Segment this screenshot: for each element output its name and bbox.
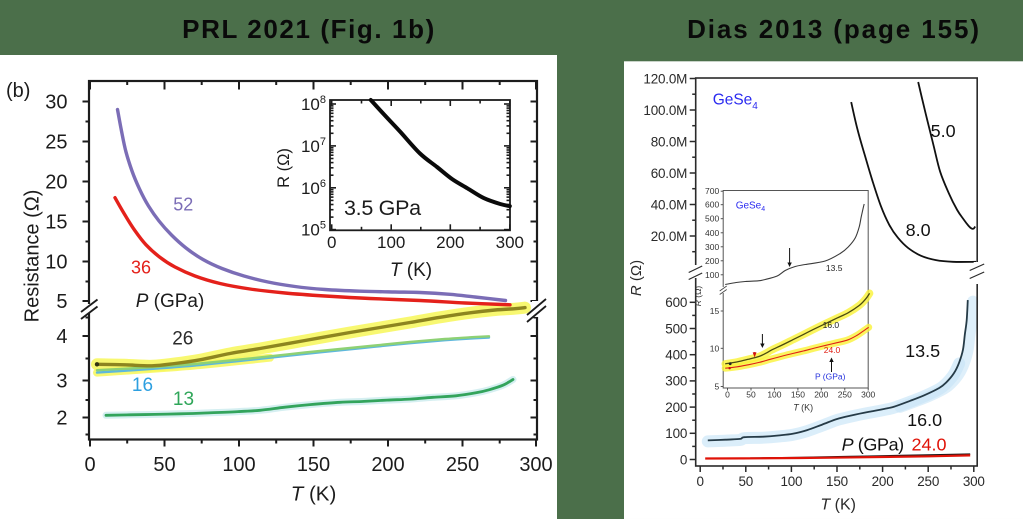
- svg-text:700: 700: [705, 186, 719, 196]
- svg-text:500: 500: [705, 214, 719, 224]
- svg-text:120.0M: 120.0M: [643, 71, 687, 86]
- svg-text:200: 200: [705, 256, 719, 266]
- svg-text:T (K): T (K): [390, 260, 432, 281]
- svg-text:400: 400: [705, 228, 719, 238]
- svg-text:4: 4: [56, 326, 67, 348]
- svg-text:500: 500: [665, 321, 687, 336]
- svg-text:150: 150: [826, 474, 848, 489]
- svg-text:15: 15: [710, 306, 720, 316]
- svg-text:13: 13: [173, 389, 194, 410]
- svg-text:200: 200: [665, 400, 687, 415]
- svg-text:16.0: 16.0: [907, 410, 942, 430]
- svg-text:50: 50: [746, 389, 756, 399]
- svg-text:300: 300: [496, 233, 524, 252]
- svg-text:T (K): T (K): [820, 496, 856, 513]
- svg-text:250: 250: [838, 389, 852, 399]
- svg-text:60.0M: 60.0M: [651, 166, 687, 181]
- svg-text:16.0: 16.0: [822, 320, 839, 330]
- svg-text:GeSe4: GeSe4: [735, 201, 765, 213]
- svg-text:R (Ω): R (Ω): [628, 260, 645, 296]
- svg-text:100: 100: [222, 454, 255, 476]
- svg-text:52: 52: [173, 194, 193, 214]
- svg-text:150: 150: [791, 389, 805, 399]
- svg-text:600: 600: [665, 295, 687, 310]
- svg-text:300: 300: [861, 389, 875, 399]
- svg-text:10: 10: [710, 343, 720, 353]
- svg-text:100: 100: [377, 233, 405, 252]
- svg-text:200: 200: [814, 389, 828, 399]
- svg-text:36: 36: [131, 258, 151, 278]
- svg-text:15: 15: [45, 212, 67, 234]
- svg-text:600: 600: [705, 200, 719, 210]
- svg-text:300: 300: [963, 474, 985, 489]
- svg-text:250: 250: [446, 454, 479, 476]
- svg-text:13.5: 13.5: [905, 341, 940, 361]
- svg-text:100: 100: [767, 389, 781, 399]
- svg-text:80.0M: 80.0M: [651, 134, 687, 149]
- svg-text:100: 100: [705, 270, 719, 280]
- svg-text:24.0: 24.0: [911, 434, 946, 454]
- svg-text:300: 300: [665, 374, 687, 389]
- svg-text:5.0: 5.0: [930, 121, 955, 141]
- svg-text:40.0M: 40.0M: [651, 197, 687, 212]
- svg-text:26: 26: [172, 329, 193, 350]
- svg-text:200: 200: [871, 474, 893, 489]
- svg-text:0: 0: [84, 454, 95, 476]
- svg-text:100.0M: 100.0M: [643, 103, 687, 118]
- svg-text:R (Ω): R (Ω): [275, 148, 293, 188]
- svg-text:20: 20: [45, 172, 67, 194]
- svg-text:20.0M: 20.0M: [651, 229, 687, 244]
- svg-text:50: 50: [738, 474, 753, 489]
- svg-text:0: 0: [680, 452, 687, 467]
- svg-text:25: 25: [45, 132, 67, 154]
- svg-text:P (GPa): P (GPa): [815, 372, 846, 382]
- svg-text:150: 150: [297, 454, 330, 476]
- svg-text:GeSe4: GeSe4: [712, 92, 758, 112]
- svg-text:T (K): T (K): [291, 483, 337, 506]
- svg-text:(b): (b): [6, 80, 30, 102]
- svg-text:T (K): T (K): [793, 402, 813, 412]
- svg-text:0: 0: [327, 233, 336, 252]
- svg-text:13.5: 13.5: [826, 263, 843, 273]
- svg-text:200: 200: [436, 233, 464, 252]
- svg-text:5: 5: [714, 381, 719, 391]
- svg-text:0: 0: [725, 389, 730, 399]
- svg-text:24.0: 24.0: [824, 345, 841, 355]
- svg-text:100: 100: [665, 426, 687, 441]
- svg-text:107: 107: [301, 136, 326, 156]
- svg-text:3: 3: [56, 371, 67, 393]
- svg-text:P (GPa): P (GPa): [136, 291, 205, 312]
- svg-text:50: 50: [153, 454, 175, 476]
- svg-text:106: 106: [301, 178, 326, 198]
- svg-text:105: 105: [301, 220, 326, 240]
- svg-text:300: 300: [519, 454, 552, 476]
- svg-text:200: 200: [371, 454, 404, 476]
- svg-text:P (GPa): P (GPa): [841, 434, 903, 454]
- svg-text:300: 300: [705, 242, 719, 252]
- svg-text:250: 250: [917, 474, 939, 489]
- svg-text:30: 30: [45, 92, 67, 114]
- svg-text:R (Ω): R (Ω): [693, 286, 703, 307]
- svg-text:3.5 GPa: 3.5 GPa: [344, 196, 421, 220]
- svg-text:5: 5: [56, 291, 67, 313]
- svg-text:8.0: 8.0: [905, 220, 930, 240]
- svg-text:16: 16: [132, 375, 153, 396]
- svg-text:400: 400: [665, 347, 687, 362]
- svg-text:2: 2: [56, 408, 67, 430]
- svg-text:Resistance (Ω): Resistance (Ω): [22, 190, 44, 323]
- svg-text:108: 108: [301, 94, 326, 114]
- svg-text:100: 100: [780, 474, 802, 489]
- svg-text:10: 10: [45, 252, 67, 274]
- svg-text:0: 0: [696, 474, 703, 489]
